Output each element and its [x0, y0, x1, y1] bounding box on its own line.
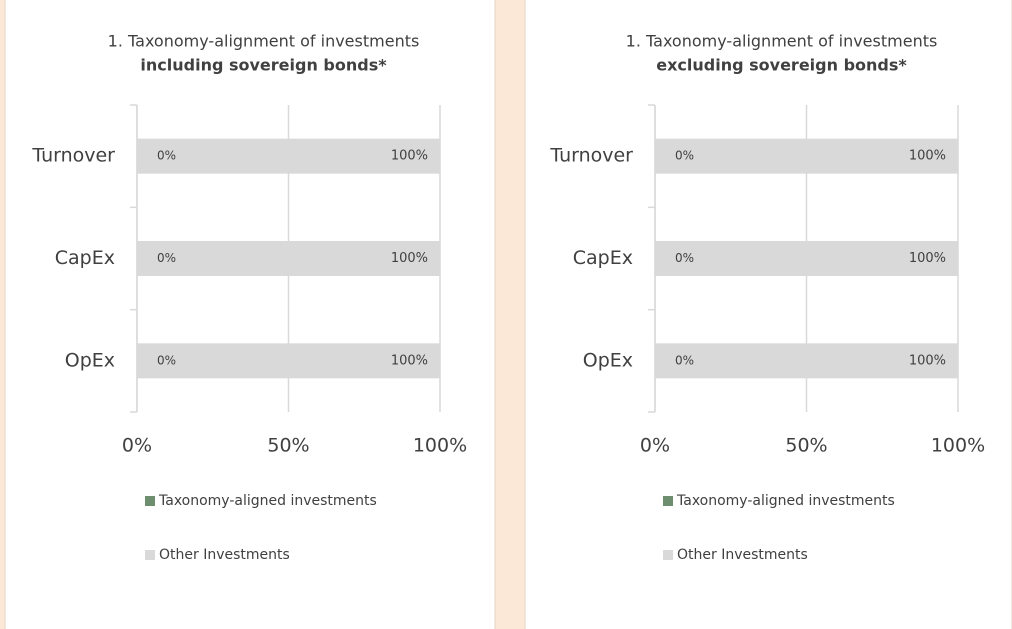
panel	[4, 0, 496, 629]
category-label: OpEx	[583, 349, 633, 371]
value-label: 100%	[391, 251, 428, 266]
legend-label: Other Investments	[677, 547, 808, 563]
x-tick-label: 0%	[640, 435, 670, 457]
bar-segment	[655, 343, 958, 379]
bar-segment	[137, 241, 440, 276]
bar-segment	[137, 138, 440, 174]
panel	[524, 0, 1012, 629]
legend-swatch	[663, 550, 673, 560]
value-label: 100%	[391, 353, 428, 368]
bar-segment	[655, 138, 958, 174]
category-label: CapEx	[573, 247, 633, 269]
value-label: 100%	[391, 149, 428, 164]
value-label: 100%	[909, 149, 946, 164]
chart-title: 1. Taxonomy-alignment of investments	[108, 32, 420, 51]
legend-label: Taxonomy-aligned investments	[676, 493, 895, 509]
value-label: 0%	[157, 251, 176, 265]
category-label: Turnover	[549, 145, 633, 167]
x-tick-label: 100%	[413, 435, 467, 457]
value-label: 0%	[675, 353, 694, 367]
x-tick-label: 50%	[267, 435, 309, 457]
value-label: 0%	[675, 251, 694, 265]
chart: 1. Taxonomy-alignment of investments incl…	[4, 0, 496, 629]
legend-label: Taxonomy-aligned investments	[158, 493, 377, 509]
legend-swatch	[145, 496, 155, 506]
bar-segment	[137, 343, 440, 379]
chart-title: 1. Taxonomy-alignment of investments	[626, 32, 938, 51]
x-tick-label: 100%	[931, 435, 985, 457]
value-label: 100%	[909, 251, 946, 266]
bar-segment	[655, 241, 958, 276]
chart-subtitle: excluding sovereign bonds*	[656, 56, 907, 75]
x-tick-label: 0%	[122, 435, 152, 457]
value-label: 100%	[909, 353, 946, 368]
category-label: CapEx	[55, 247, 115, 269]
chart: 1. Taxonomy-alignment of investments excl…	[524, 0, 1012, 629]
category-label: Turnover	[31, 145, 115, 167]
value-label: 0%	[675, 149, 694, 163]
legend-swatch	[663, 496, 673, 506]
value-label: 0%	[157, 353, 176, 367]
x-tick-label: 50%	[785, 435, 827, 457]
chart-subtitle: including sovereign bonds*	[140, 56, 387, 75]
legend-label: Other Investments	[159, 547, 290, 563]
category-label: OpEx	[65, 349, 115, 371]
value-label: 0%	[157, 149, 176, 163]
legend-swatch	[145, 550, 155, 560]
